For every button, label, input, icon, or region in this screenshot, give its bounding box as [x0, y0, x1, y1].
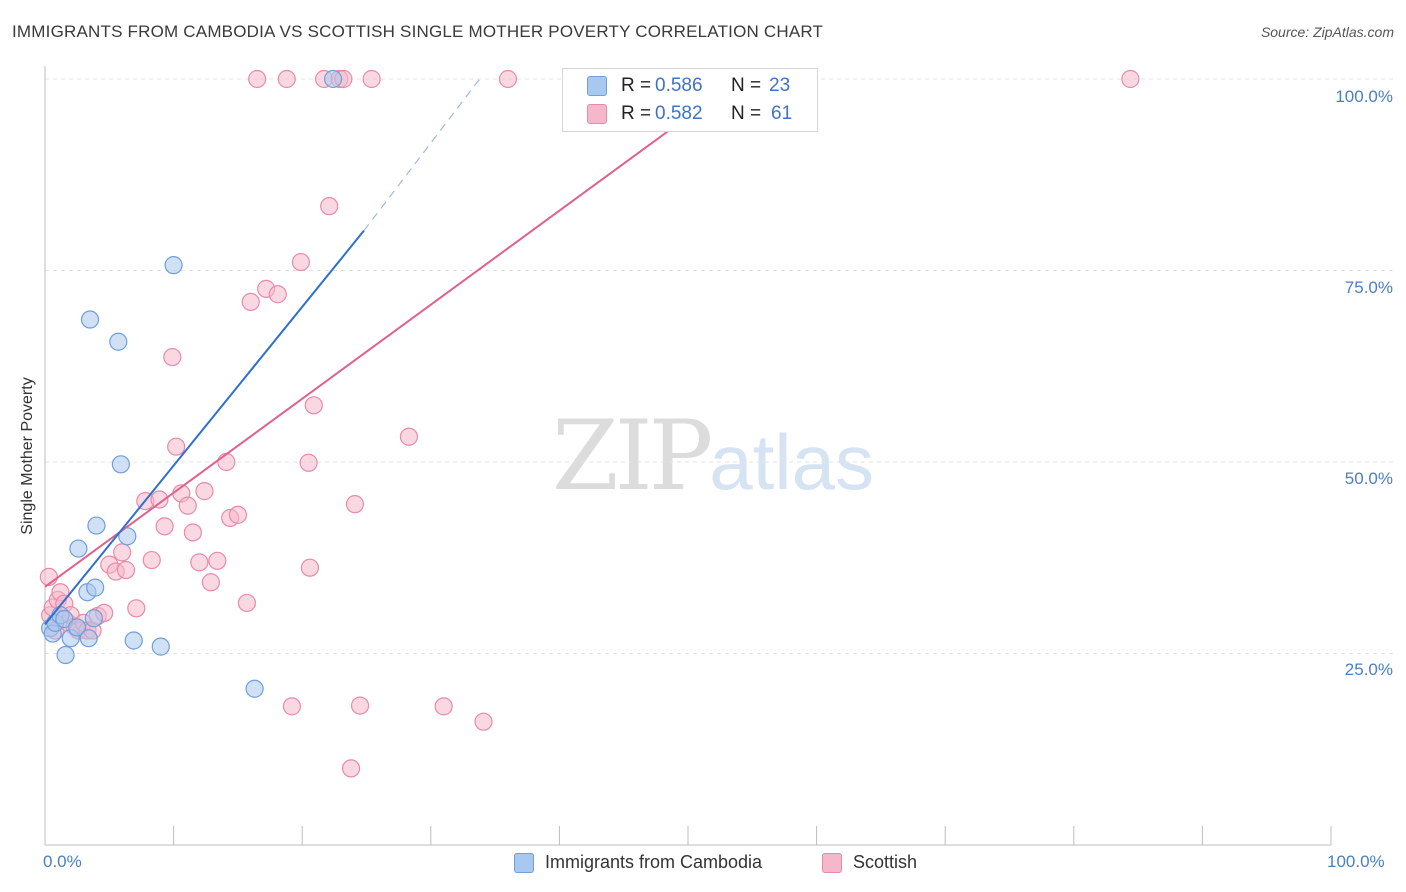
scottish-point	[474, 712, 493, 731]
scottish-point	[178, 496, 197, 515]
scottish-point	[341, 759, 361, 778]
axes	[44, 66, 1332, 846]
y-tick-label: 50.0%	[1344, 469, 1393, 488]
scottish-point	[163, 347, 182, 367]
scottish-point	[304, 396, 323, 415]
cambodia-point	[323, 69, 343, 89]
scottish-point	[291, 252, 311, 272]
legend-swatch-scottish	[587, 104, 607, 124]
cambodia-trend-line	[44, 230, 365, 626]
scottish-point	[399, 427, 419, 446]
grid-lines	[45, 78, 1394, 654]
cambodia-point	[87, 516, 106, 535]
bottom-legend-swatch-scottish	[822, 853, 842, 873]
scottish-trend-line	[44, 78, 741, 588]
scottish-point	[277, 69, 296, 89]
y-axis-label: Single Mother Poverty	[19, 377, 36, 535]
legend-r-value: 0.582	[655, 103, 703, 124]
scottish-point	[208, 551, 227, 570]
cambodia-point	[56, 645, 75, 665]
legend: R = 0.586 N = 23 R = 0.582 N = 61	[562, 68, 818, 132]
x-tick-label-min: 0.0%	[43, 852, 82, 871]
scottish-point	[498, 69, 518, 89]
cambodia-point	[109, 332, 128, 351]
scottish-point	[142, 550, 161, 570]
scottish-points	[39, 69, 1140, 778]
cambodia-point	[245, 679, 264, 698]
legend-n-label: N =	[731, 103, 762, 124]
cambodia-point	[84, 609, 103, 628]
cambodia-point	[111, 455, 130, 474]
cambodia-point	[55, 609, 74, 629]
cambodia-point	[124, 631, 143, 650]
scottish-point	[155, 517, 174, 536]
scottish-point	[282, 697, 302, 716]
legend-r-label: R =	[621, 75, 652, 96]
scottish-point	[113, 543, 132, 562]
legend-n-value: 61	[771, 103, 793, 124]
scottish-point	[241, 292, 260, 312]
scottish-point	[268, 285, 287, 304]
scottish-point	[320, 197, 339, 216]
scottish-point	[201, 573, 220, 592]
cambodia-point	[86, 578, 105, 597]
scottish-point	[127, 599, 146, 618]
scottish-point	[300, 558, 320, 577]
scottish-point	[248, 69, 267, 89]
y-tick-label: 75.0%	[1344, 278, 1393, 297]
chart-title: IMMIGRANTS FROM CAMBODIA VS SCOTTISH SIN…	[12, 22, 824, 41]
bottom-legend-scottish: Scottish	[853, 852, 918, 872]
scottish-point	[195, 482, 214, 501]
cambodia-point	[68, 618, 87, 637]
cambodia-point	[79, 629, 98, 648]
legend-n-label: N =	[731, 75, 762, 96]
legend-r-label: R =	[621, 103, 652, 124]
bottom-legend-cambodia: Immigrants from Cambodia	[545, 852, 763, 872]
source-label: Source: ZipAtlas.com	[1260, 24, 1394, 40]
y-tick-label: 100.0%	[1335, 87, 1393, 106]
cambodia-points	[41, 69, 343, 698]
scottish-point	[434, 697, 453, 716]
cambodia-point	[164, 256, 183, 275]
scottish-point	[167, 437, 186, 456]
scottish-point	[1121, 69, 1140, 89]
watermark-zip: ZIP	[552, 400, 713, 512]
x-tick-label-max: 100.0%	[1327, 852, 1385, 871]
legend-n-value: 23	[769, 75, 791, 96]
cambodia-point	[80, 310, 100, 329]
scottish-point	[345, 495, 365, 514]
scottish-point	[299, 453, 318, 472]
legend-r-value: 0.586	[655, 75, 703, 96]
cambodia-point	[151, 637, 170, 656]
scottish-point	[217, 452, 236, 472]
scottish-point	[190, 553, 209, 572]
scottish-point	[228, 505, 247, 524]
cambodia-point	[69, 539, 88, 558]
scottish-point	[362, 69, 381, 89]
cambodia-trend-extension	[363, 78, 481, 232]
scottish-point	[183, 523, 202, 542]
scottish-point	[116, 560, 136, 580]
trend-lines	[44, 78, 741, 626]
legend-swatch-cambodia	[587, 76, 607, 96]
scottish-point	[237, 593, 257, 613]
y-tick-label: 25.0%	[1344, 660, 1393, 679]
scottish-point	[350, 696, 370, 715]
bottom-legend-swatch-cambodia	[514, 853, 534, 873]
scottish-point	[150, 490, 169, 509]
